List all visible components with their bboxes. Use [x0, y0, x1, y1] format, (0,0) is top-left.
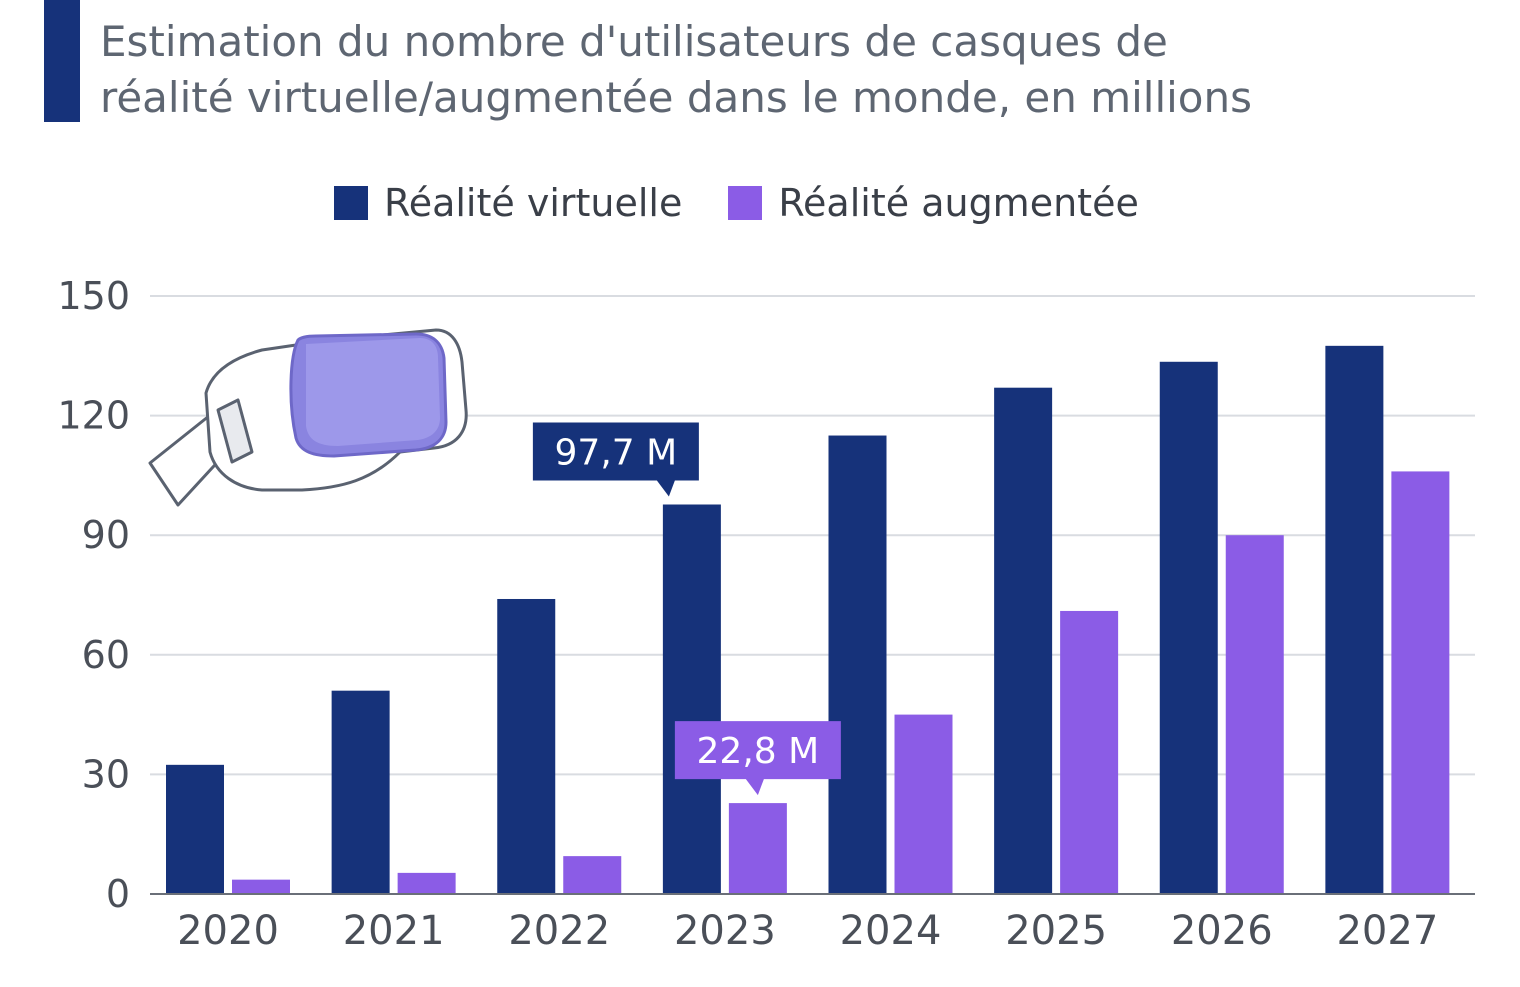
bar-vr-2021 — [331, 690, 390, 894]
chart-title-line-2: réalité virtuelle/augmentée dans le mond… — [100, 73, 1252, 122]
bar-ar-2021 — [397, 872, 456, 894]
bar-vr-2024 — [828, 435, 887, 894]
bar-vr-2026 — [1159, 361, 1218, 894]
callout-vr-label: 97,7 M — [555, 433, 678, 474]
legend-item-ar: Réalité augmentée — [728, 181, 1139, 225]
x-tick-label: 2023 — [674, 908, 776, 954]
legend-label-ar: Réalité augmentée — [778, 181, 1139, 225]
legend-swatch-ar — [728, 186, 763, 220]
legend-item-vr: Réalité virtuelle — [334, 181, 682, 225]
callout-vr-box — [532, 422, 699, 497]
callout-ar-2023: 22,8 M — [674, 721, 841, 796]
x-tick-label: 2025 — [1005, 908, 1107, 954]
bar-vr-2022 — [497, 598, 556, 894]
x-tick-label: 2026 — [1171, 908, 1273, 954]
bar-ar-2024 — [894, 714, 953, 894]
chart-title: Estimation du nombre d'utilisateurs de c… — [100, 14, 1480, 126]
y-tick-label: 120 — [57, 394, 130, 438]
bar-ar-2025 — [1060, 610, 1119, 894]
callout-ar-label: 22,8 M — [697, 731, 820, 772]
x-tick-label: 2020 — [177, 908, 279, 954]
y-tick-label: 60 — [82, 633, 130, 677]
bar-ar-2023 — [728, 803, 787, 894]
x-axis-ticks: 2020 2021 2022 2023 2024 2025 2026 2027 — [177, 908, 1438, 954]
callout-ar-box — [674, 721, 841, 796]
bar-ar-2026 — [1225, 535, 1284, 894]
x-tick-label: 2021 — [343, 908, 445, 954]
bars — [166, 345, 1450, 894]
bar-ar-2027 — [1391, 471, 1450, 894]
chart-legend: Réalité virtuelle Réalité augmentée — [334, 178, 1185, 228]
bar-ar-2022 — [563, 856, 622, 894]
x-tick-label: 2027 — [1336, 908, 1438, 954]
y-tick-label: 0 — [106, 872, 130, 916]
y-tick-label: 90 — [82, 513, 130, 557]
title-accent-bar — [44, 0, 80, 122]
vr-headset-icon — [148, 328, 468, 507]
y-tick-label: 150 — [57, 274, 130, 318]
y-tick-label: 30 — [82, 752, 130, 796]
callout-vr-2023: 97,7 M — [532, 422, 699, 497]
legend-swatch-vr — [334, 186, 368, 220]
bar-vr-2020 — [166, 764, 224, 894]
bar-ar-2020 — [232, 879, 290, 894]
bar-vr-2023 — [662, 504, 721, 894]
bar-vr-2025 — [994, 387, 1053, 894]
x-tick-label: 2024 — [840, 908, 942, 954]
chart-title-line-1: Estimation du nombre d'utilisateurs de c… — [100, 17, 1168, 66]
legend-label-vr: Réalité virtuelle — [384, 181, 683, 225]
bar-vr-2027 — [1325, 345, 1384, 894]
x-tick-label: 2022 — [508, 908, 610, 954]
y-axis-ticks: 0 30 60 90 120 150 — [57, 274, 130, 916]
